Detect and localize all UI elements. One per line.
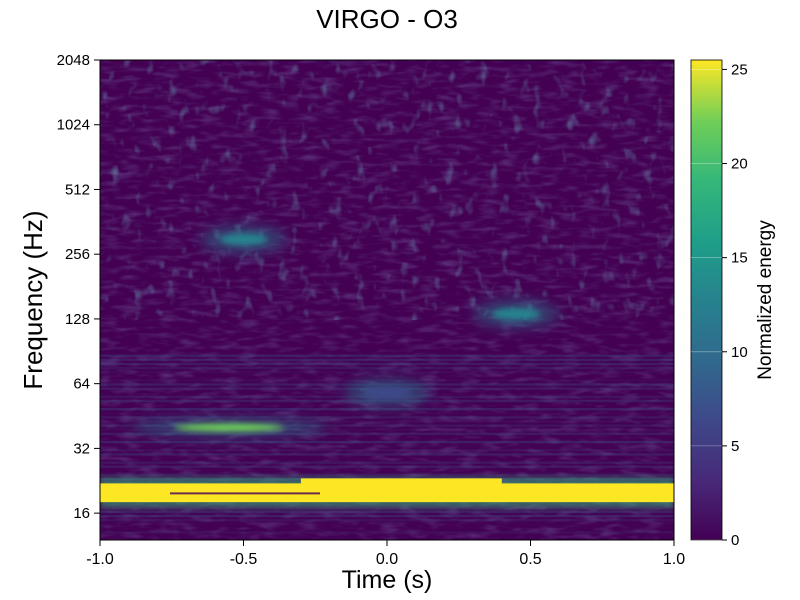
x-tick-label: 0.5 [519,551,541,568]
x-tick-label: 0.0 [376,551,398,568]
band-streak [100,470,674,472]
band-streak [100,408,674,411]
y-tick-label: 2048 [57,52,90,69]
heatmap-blob [219,233,268,246]
band-streak [100,453,674,456]
band-streak [100,354,674,357]
y-tick-label: 32 [73,440,90,457]
band-streak [100,531,674,534]
band-streak [100,412,674,415]
band-streak [100,465,674,468]
colorbar-ticks: 0 5 10 15 20 25 [691,61,748,549]
band-streak [100,440,674,444]
x-tick-label: -0.5 [230,551,258,568]
band-streak [100,527,674,529]
band-streak [100,473,674,477]
band-streak [100,420,674,423]
band-streak [100,358,674,362]
band-streak [100,449,674,452]
chart-title: VIRGO - O3 [316,4,458,34]
y-tick-label: 256 [65,246,90,263]
y-tick-label: 128 [65,311,90,328]
heatmap-texture-mid [100,60,674,540]
plot-area [99,59,675,541]
colorbar-gradient [690,59,723,541]
y-tick-label: 1024 [57,117,90,134]
colorbar: 0 5 10 15 20 25 Normalized energy [690,59,776,549]
band-gap [170,492,320,495]
band-streak [100,375,674,377]
band-streak [100,366,674,370]
band-streak [100,457,674,459]
band-streak [100,428,674,431]
heatmap-blob [492,307,541,320]
band-streak [100,416,674,419]
x-axis-label: Time (s) [342,566,433,594]
x-axis: -1.0 -0.5 0.0 0.5 1.0 [86,540,685,568]
heatmap-features [100,224,674,534]
band-upper [300,478,502,485]
band-streak [100,523,674,525]
band-streak [100,514,674,518]
band-streak [100,444,674,448]
heatmap-band [100,483,674,503]
colorbar-tick-label: 5 [731,438,739,455]
colorbar-tick-label: 20 [731,156,748,173]
y-axis-label: Frequency (Hz) [18,210,48,389]
colorbar-tick-label: 25 [731,61,748,78]
band-streak [100,437,674,439]
colorbar-tick-label: 0 [731,532,739,549]
band-streak [100,461,674,464]
colorbar-tick-label: 15 [731,250,748,267]
y-tick-label: 64 [73,376,90,393]
heatmap-blob [174,423,285,432]
y-tick-label: 512 [65,181,90,198]
band-streak [100,510,674,514]
band-streak [100,424,674,427]
x-tick-label: 1.0 [663,551,685,568]
colorbar-label: Normalized energy [755,220,776,380]
y-axis: 16 32 64 128 256 512 1024 2048 [57,52,100,522]
colorbar-tick-label: 10 [731,344,748,361]
heatmap-blob [363,386,411,399]
band-streak [100,362,674,366]
x-tick-label: -1.0 [86,551,114,568]
band-streak [100,518,674,522]
y-tick-label: 16 [73,505,90,522]
band-streak [100,371,674,374]
band-streak [100,432,674,436]
